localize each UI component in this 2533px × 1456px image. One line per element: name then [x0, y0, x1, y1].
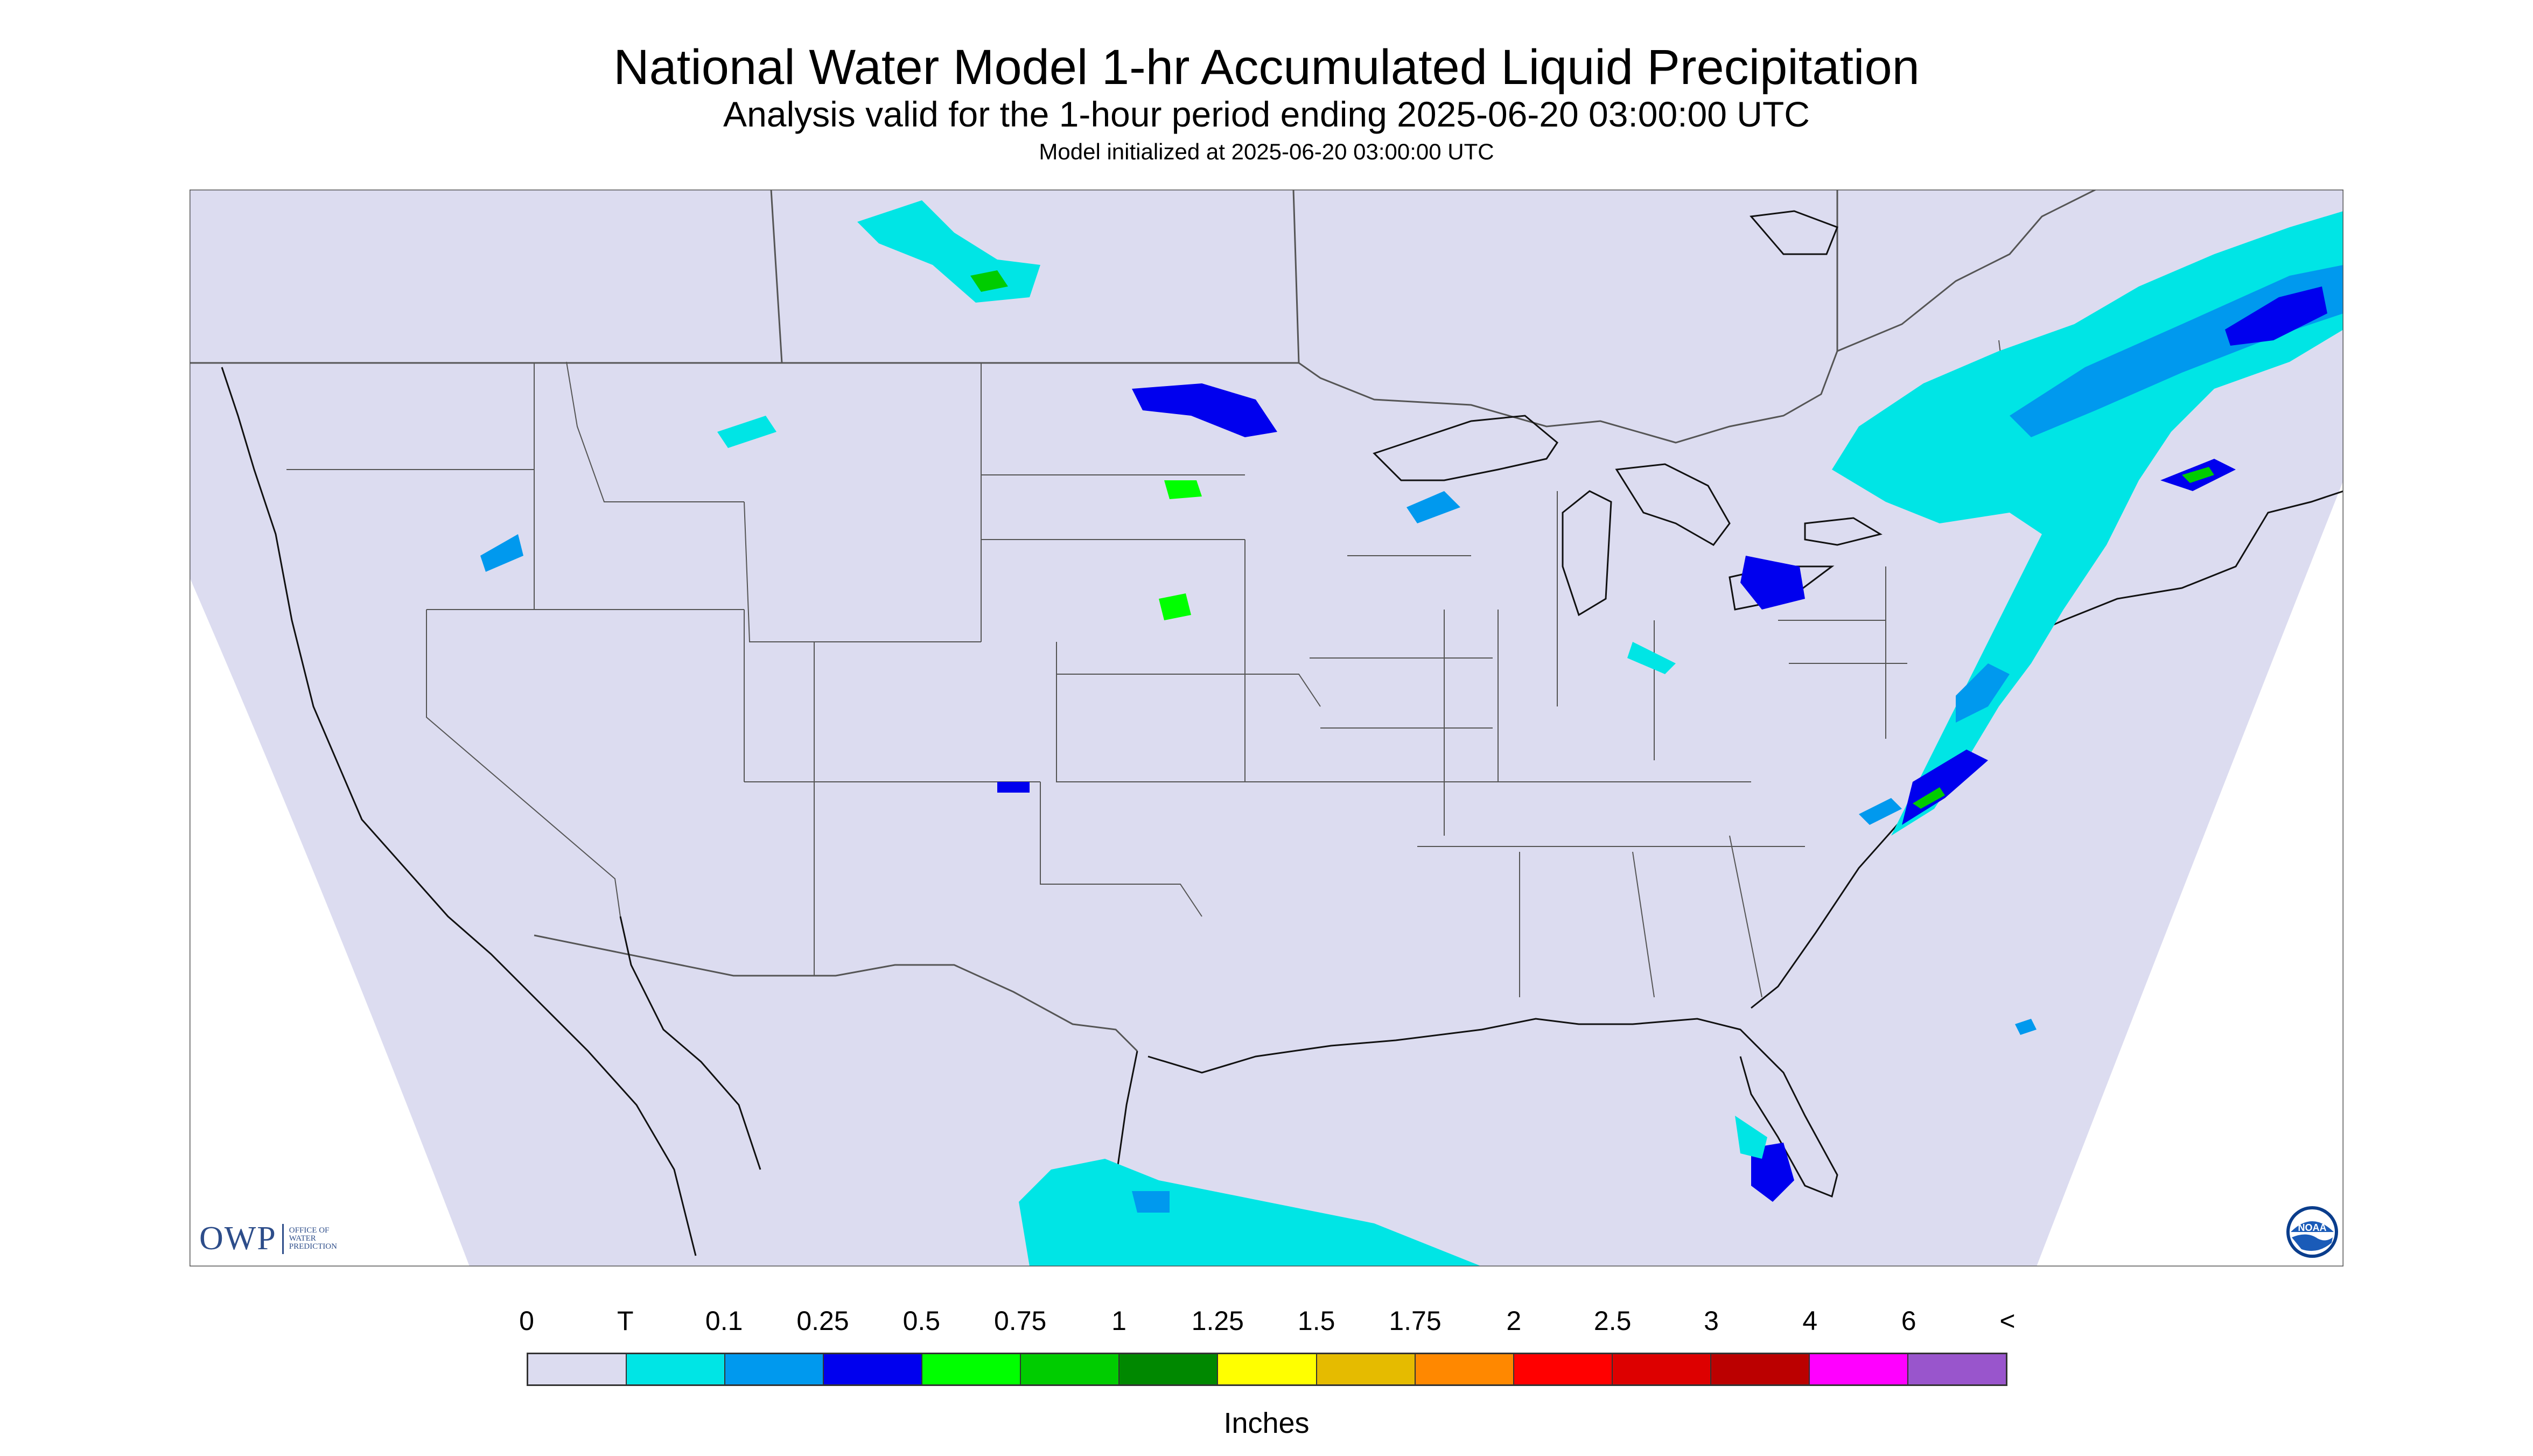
legend-tick-label: 2.5 — [1593, 1306, 1632, 1336]
legend-swatch — [922, 1354, 1021, 1384]
legend-tick-label: < — [1999, 1306, 2016, 1336]
legend-colorbar — [527, 1353, 2007, 1386]
noaa-logo-text: NOAA — [2298, 1222, 2327, 1233]
owp-logo-text: OWP — [199, 1220, 277, 1257]
legend-swatch — [627, 1354, 726, 1384]
legend-tick-label: 0.25 — [796, 1306, 849, 1336]
legend-units: Inches — [1223, 1407, 1310, 1439]
owp-logo-divider — [282, 1223, 284, 1254]
legend-swatch — [1612, 1354, 1711, 1384]
owp-logo-line: PREDICTION — [289, 1242, 337, 1251]
legend-tick-label: 3 — [1704, 1306, 1719, 1336]
legend-tick-label: 1.5 — [1297, 1306, 1335, 1336]
legend-tick-label: 1.75 — [1389, 1306, 1442, 1336]
legend-swatch — [1711, 1354, 1810, 1384]
precip-trace-northeast — [1832, 211, 2343, 836]
legend-tick-label: 0.75 — [993, 1306, 1047, 1336]
owp-logo: OWP OFFICE OF WATER PREDICTION — [199, 1220, 337, 1258]
owp-logo-subtext: OFFICE OF WATER PREDICTION — [289, 1227, 337, 1251]
state-lines — [286, 340, 2026, 998]
legend-tick-label: 2 — [1506, 1306, 1522, 1336]
map-subtitle: Analysis valid for the 1-hour period end… — [723, 94, 1810, 134]
legend-swatch — [1317, 1354, 1416, 1384]
coastlines — [221, 210, 2343, 1266]
legend-tick-label: 1.25 — [1191, 1306, 1244, 1336]
owp-logo-line: OFFICE OF — [289, 1226, 330, 1235]
legend-swatch — [1514, 1354, 1613, 1384]
legend-swatch — [1415, 1354, 1514, 1384]
boundary-lines — [190, 190, 2096, 1052]
legend-swatch — [1021, 1354, 1120, 1384]
legend-swatch — [1218, 1354, 1317, 1384]
legend-swatch — [1908, 1354, 2006, 1384]
model-init-note: Model initialized at 2025-06-20 03:00:00… — [1039, 139, 1494, 164]
precipitation-areas — [480, 200, 2343, 1266]
model-domain — [190, 190, 2343, 1266]
legend-tick-label: T — [617, 1306, 634, 1336]
legend-tick-label: 0 — [519, 1306, 534, 1336]
noaa-logo: NOAA — [2285, 1205, 2339, 1259]
legend-swatch — [1119, 1354, 1219, 1384]
map-title: National Water Model 1-hr Accumulated Li… — [613, 40, 1920, 95]
legend-swatch — [528, 1354, 627, 1384]
precipitation-map — [190, 190, 2343, 1266]
legend-swatch — [824, 1354, 923, 1384]
legend-tick-label: 1 — [1111, 1306, 1126, 1336]
legend-tick-label: 0.5 — [902, 1306, 941, 1336]
legend-tick-label: 6 — [1901, 1306, 1916, 1336]
owp-logo-line: WATER — [289, 1234, 316, 1243]
legend-tick-label: 4 — [1802, 1306, 1818, 1336]
legend-swatch — [725, 1354, 824, 1384]
legend-tick-label: 0.1 — [705, 1306, 743, 1336]
legend-swatch — [1809, 1354, 1908, 1384]
